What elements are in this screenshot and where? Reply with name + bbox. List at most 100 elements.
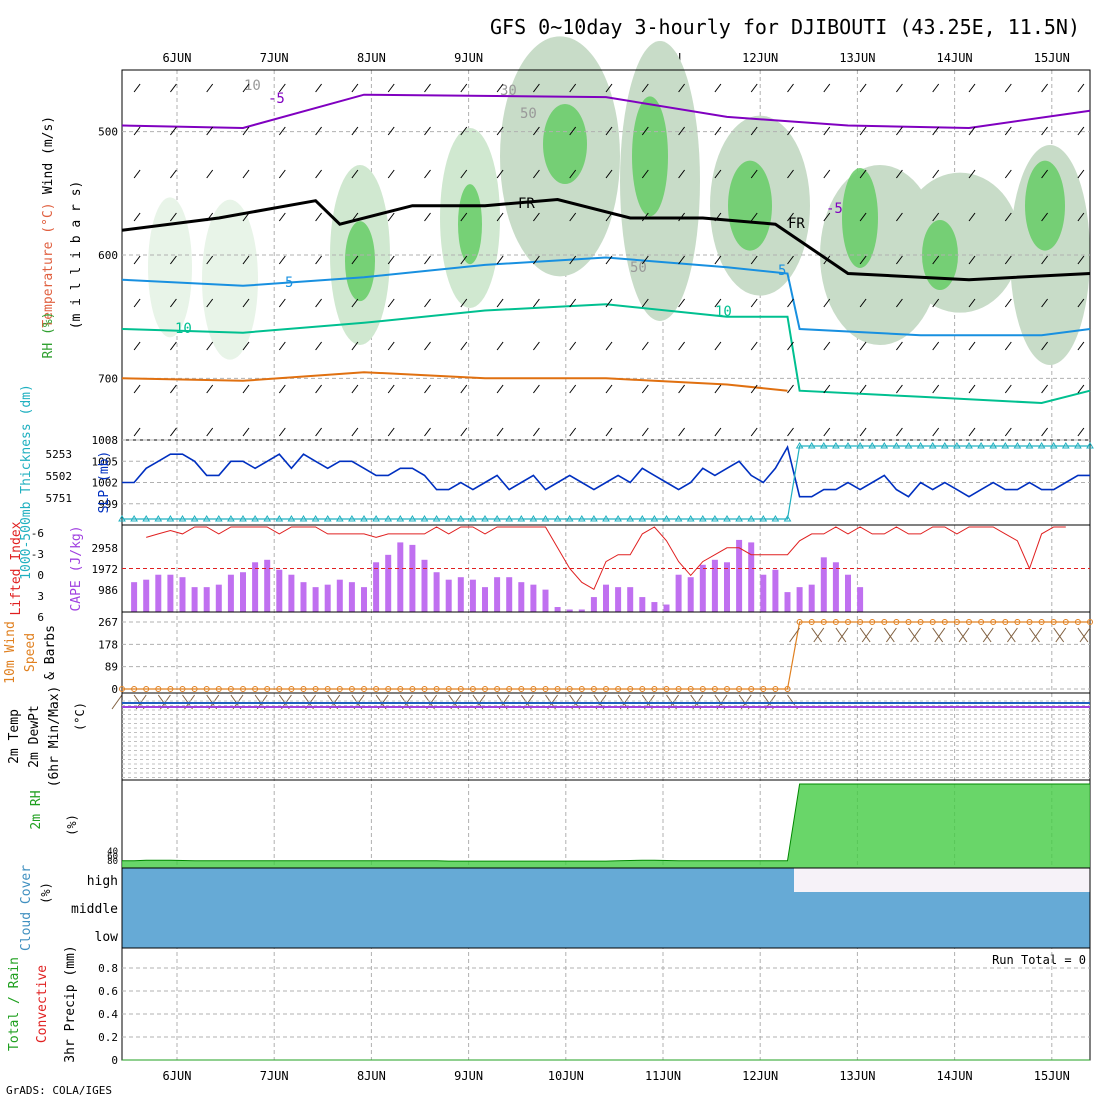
wind-barb [1077,427,1085,437]
wind-barb [351,126,359,136]
rh-unit: (%) [65,814,79,836]
wind-barb [896,384,903,394]
wind-barb [460,427,468,437]
cape-bar [336,579,343,612]
wind-speed-marker [699,686,706,692]
thickness-marker [711,515,719,522]
cloud-level-label: middle [71,902,118,917]
wind-barb [496,212,504,222]
day-label-top: 13JUN [839,51,875,65]
precip-tick-label: 0 [111,1054,118,1067]
wind-barb [823,83,831,93]
wind-barb [1004,169,1012,179]
day-label-bottom: 14JUN [937,1069,973,1083]
wind-barb [859,427,867,437]
wind-barb [315,427,323,437]
wind-barb [1041,169,1048,179]
wind-barb [278,83,286,93]
cape-bar [590,597,597,612]
li-ylabel: Lifted Index [9,521,24,615]
thickness-marker [783,515,792,522]
wind-speed-marker [663,686,670,692]
cape-bar [808,584,815,612]
wind-barb [496,83,504,93]
cape-bar [482,587,488,612]
rh-high-shading [543,104,587,184]
thickness-marker [1049,442,1058,449]
thickness-marker [989,442,998,449]
wind-speed-marker [167,686,174,692]
contour-label: 50 [520,106,537,122]
wind-speed-line [122,621,1090,690]
thickness-marker [1037,442,1046,449]
wind-speed-marker [578,686,585,692]
thickness-marker [251,515,259,522]
cape-bar [300,582,307,612]
wind-barb [1077,83,1085,93]
wind-speed-marker [131,686,138,692]
wind-ylabel: & Barbs [43,625,58,680]
wind-speed-marker [494,686,501,692]
wind-ylabel: Speed [23,633,38,672]
cape-bar [155,574,162,612]
thickness-marker [517,515,526,522]
cape-bar [409,544,416,612]
isotherm-10 [121,303,1091,405]
wind-barb [1041,384,1048,394]
thickness-marker [771,515,780,522]
thickness-marker [795,442,804,449]
contour-label: 5 [778,263,786,279]
wind-barb [569,255,577,265]
wind-barb [169,341,177,351]
wind-barb [133,255,141,265]
wind-barb [206,427,214,437]
wind-speed-marker [941,619,948,625]
rh-shading [148,197,192,338]
wind-barb [908,627,919,643]
thickness-marker [444,515,453,522]
cloud-high-fill [122,868,794,892]
wind-barb [460,298,468,308]
thickness-marker [154,515,163,522]
wind-barb [315,169,323,179]
cape-bar [857,587,864,612]
wind-speed-marker [808,619,815,625]
wind-speed-marker [905,619,912,625]
wind-barb [968,384,976,394]
wind-barb [533,427,540,437]
thickness-marker [505,515,514,522]
wind-barb [533,83,540,93]
chart-title: GFS 0~10day 3-hourly for DJIBOUTI (43.25… [490,15,1080,39]
wind-speed-marker [506,686,513,692]
cape-bar [215,584,222,612]
wind-barb [885,627,897,643]
thickness-tick-label: 5502 [46,470,73,483]
wind-barb [641,83,649,93]
cape-bar [348,582,355,612]
wind-barb [932,341,940,351]
cape-bar [675,574,682,612]
wind-speed-marker [1026,619,1033,625]
cloud-ylabel: Cloud Cover [19,865,34,951]
wind-barb [496,384,504,394]
wind-speed-marker [203,686,210,692]
wind-ylabel: 10m Wind [3,621,18,684]
wind-barb [133,126,141,136]
wind-barb [351,169,359,179]
wind-barb [605,83,613,93]
wind-barb [714,298,722,308]
day-label-bottom: 15JUN [1034,1069,1070,1083]
wind-barb [859,169,867,179]
wind-barb [859,298,867,308]
thickness-marker [384,515,393,522]
wind-barb [387,83,395,93]
wind-barb [787,83,794,93]
temp-ylabel: (6hr Min/Max) [47,686,62,788]
thickness-marker [892,442,901,449]
thickness-marker [698,515,707,522]
cape-bar [627,587,634,612]
wind-speed-marker [760,686,767,692]
cloud-level-label: high [87,874,118,889]
thickness-marker [832,442,840,449]
wind-barb [496,126,504,136]
